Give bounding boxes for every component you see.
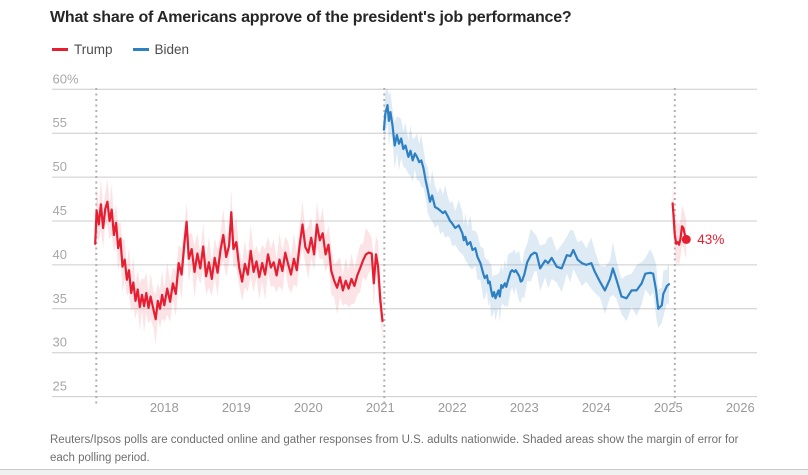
- legend-label-biden: Biden: [154, 42, 190, 57]
- biden-line-swatch: [132, 48, 149, 51]
- source-note: Reuters/Ipsos polls are conducted online…: [50, 434, 739, 464]
- y-tick-label: 50: [53, 159, 67, 174]
- y-tick-label: 40: [53, 247, 67, 262]
- latest-value-dot: [681, 234, 691, 244]
- trump-line-swatch: [52, 48, 68, 51]
- legend-item-trump: Trump: [52, 42, 113, 57]
- x-tick-label: 2024: [582, 400, 611, 415]
- y-tick-label: 60%: [53, 71, 79, 86]
- trump-line: [94, 200, 384, 323]
- x-tick-label: 2025: [654, 400, 683, 415]
- y-tick-label: 35: [53, 291, 67, 306]
- trump-line: [671, 202, 688, 246]
- y-tick-label: 25: [53, 379, 67, 394]
- x-tick-label: 2026: [726, 400, 755, 415]
- page-title: What share of Americans approve of the p…: [50, 9, 572, 26]
- y-tick-label: 45: [53, 203, 67, 218]
- y-tick-label: 55: [53, 115, 67, 130]
- latest-value-label: 43%: [697, 232, 724, 247]
- chart-legend: Trump Biden: [52, 42, 189, 57]
- legend-item-biden: Biden: [132, 42, 190, 57]
- legend-label-trump: Trump: [74, 42, 113, 57]
- x-tick-label: 2022: [438, 400, 467, 415]
- x-tick-label: 2021: [366, 400, 395, 415]
- error-band: [672, 184, 687, 266]
- approval-line-chart: 60% 55 50 45 40 35 30 25 2018 2019 2020 2021 2022 202…: [52, 71, 757, 415]
- x-tick-label: 2020: [294, 400, 323, 415]
- y-tick-label: 30: [53, 335, 67, 350]
- x-tick-label: 2018: [150, 400, 179, 415]
- biden-line: [382, 103, 671, 310]
- error-band: [383, 88, 669, 329]
- embed-bottom-divider: [0, 469, 808, 475]
- x-tick-label: 2019: [222, 400, 251, 415]
- x-tick-label: 2023: [510, 400, 539, 415]
